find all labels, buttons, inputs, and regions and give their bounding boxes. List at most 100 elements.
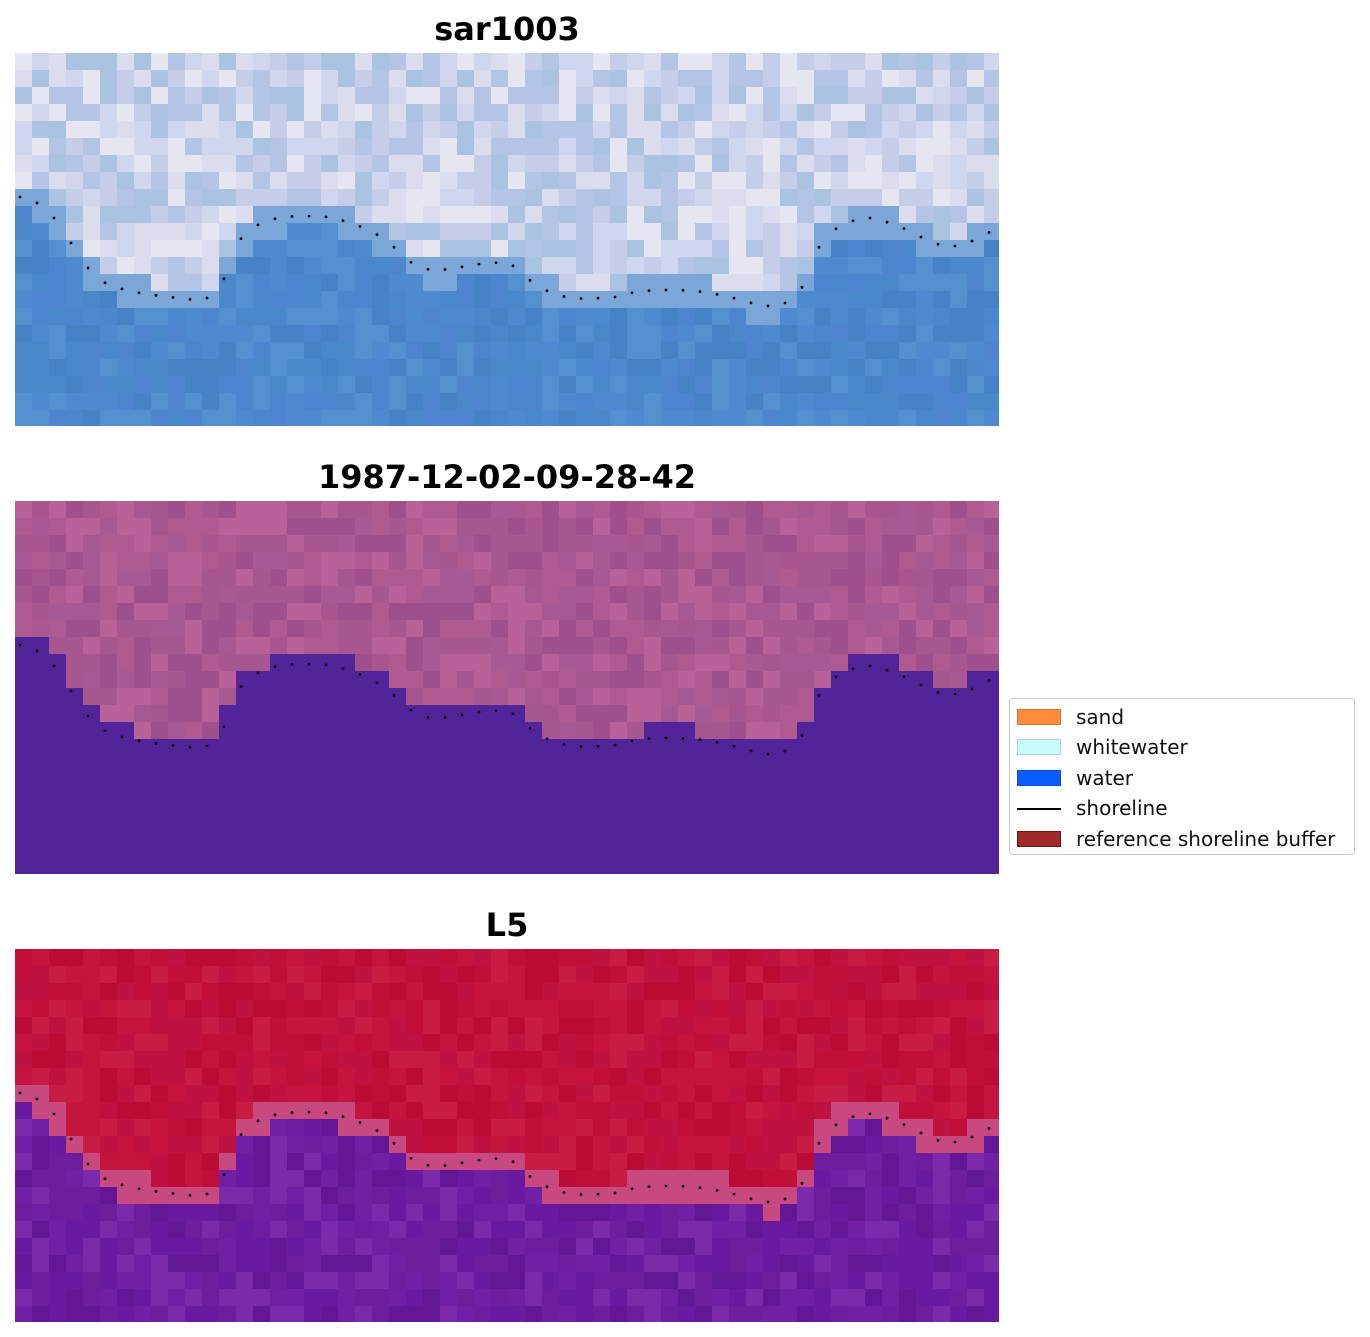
image-pixel (185, 1034, 203, 1052)
image-pixel (168, 1221, 186, 1239)
image-pixel (627, 983, 645, 1001)
image-pixel (746, 393, 764, 411)
image-pixel (831, 739, 849, 757)
image-pixel (610, 858, 628, 874)
image-pixel (525, 756, 543, 774)
image-pixel (729, 1136, 747, 1154)
image-pixel (100, 966, 118, 984)
image-pixel (661, 1102, 679, 1120)
shoreline-point (783, 301, 787, 305)
image-pixel (168, 359, 186, 377)
image-pixel (627, 342, 645, 360)
image-pixel (15, 654, 33, 672)
image-pixel (219, 807, 237, 825)
image-pixel (746, 189, 764, 207)
image-pixel (389, 1119, 407, 1137)
image-pixel (457, 1306, 475, 1322)
image-pixel (899, 620, 917, 638)
image-pixel (49, 654, 67, 672)
image-pixel (440, 756, 458, 774)
image-pixel (712, 671, 730, 689)
image-pixel (32, 325, 50, 343)
image-pixel (185, 1102, 203, 1120)
image-pixel (678, 671, 696, 689)
image-pixel (338, 1068, 356, 1086)
image-pixel (661, 1204, 679, 1222)
image-pixel (304, 410, 322, 426)
image-pixel (882, 620, 900, 638)
image-pixel (576, 966, 594, 984)
shoreline-point (613, 743, 617, 747)
image-pixel (372, 552, 390, 570)
image-pixel (610, 552, 628, 570)
image-pixel (66, 1000, 84, 1018)
image-pixel (780, 1017, 798, 1035)
image-pixel (406, 773, 424, 791)
image-pixel (882, 552, 900, 570)
image-pixel (253, 87, 271, 105)
image-pixel (372, 1221, 390, 1239)
image-pixel (202, 983, 220, 1001)
image-pixel (763, 552, 781, 570)
image-pixel (253, 1170, 271, 1188)
image-pixel (355, 1153, 373, 1171)
image-pixel (848, 586, 866, 604)
image-pixel (593, 1255, 611, 1273)
image-pixel (933, 671, 951, 689)
image-pixel (236, 824, 254, 842)
image-pixel (185, 393, 203, 411)
image-pixel (168, 325, 186, 343)
image-pixel (933, 1085, 951, 1103)
image-pixel (202, 722, 220, 740)
image-pixel (321, 501, 339, 519)
image-pixel (593, 773, 611, 791)
image-pixel (780, 155, 798, 173)
image-pixel (185, 586, 203, 604)
image-pixel (49, 739, 67, 757)
image-pixel (457, 807, 475, 825)
image-pixel (542, 223, 560, 241)
image-pixel (916, 1221, 934, 1239)
image-pixel (695, 155, 713, 173)
image-pixel (746, 949, 764, 967)
image-pixel (202, 325, 220, 343)
image-pixel (967, 1051, 985, 1069)
image-pixel (49, 206, 67, 224)
image-pixel (712, 308, 730, 326)
image-pixel (253, 70, 271, 88)
image-pixel (814, 223, 832, 241)
image-pixel (219, 155, 237, 173)
image-pixel (882, 53, 900, 71)
image-pixel (899, 1289, 917, 1307)
image-pixel (202, 518, 220, 536)
image-pixel (644, 359, 662, 377)
image-pixel (423, 1255, 441, 1273)
image-pixel (219, 104, 237, 122)
image-pixel (729, 858, 747, 874)
image-pixel (457, 240, 475, 258)
image-pixel (797, 359, 815, 377)
image-pixel (100, 1255, 118, 1273)
image-pixel (457, 104, 475, 122)
image-pixel (474, 274, 492, 292)
image-pixel (151, 410, 169, 426)
image-pixel (576, 1289, 594, 1307)
shoreline-point (494, 709, 498, 713)
image-pixel (559, 172, 577, 190)
image-pixel (831, 1306, 849, 1322)
image-pixel (491, 206, 509, 224)
image-pixel (32, 1306, 50, 1322)
image-pixel (644, 410, 662, 426)
image-pixel (916, 70, 934, 88)
image-pixel (406, 705, 424, 723)
image-pixel (712, 240, 730, 258)
image-pixel (525, 603, 543, 621)
image-pixel (865, 308, 883, 326)
image-pixel (610, 569, 628, 587)
image-pixel (950, 858, 968, 874)
image-pixel (644, 138, 662, 156)
image-pixel (304, 1068, 322, 1086)
shoreline-point (664, 288, 668, 292)
image-pixel (389, 1102, 407, 1120)
image-pixel (49, 688, 67, 706)
